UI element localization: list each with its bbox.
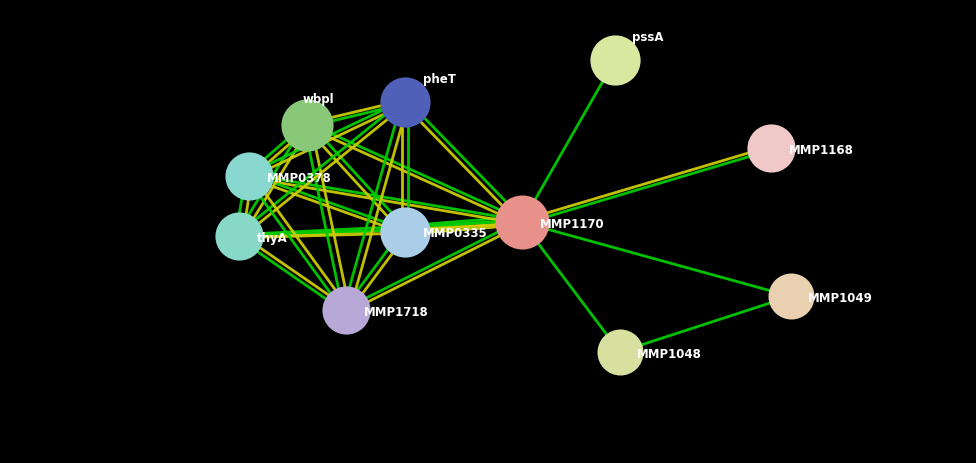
Point xyxy=(763,144,779,152)
Text: pssA: pssA xyxy=(632,31,664,44)
Point xyxy=(783,293,798,300)
Point xyxy=(514,219,530,226)
Point xyxy=(339,307,354,314)
Text: pheT: pheT xyxy=(423,73,456,86)
Text: MMP1170: MMP1170 xyxy=(540,218,604,231)
Point xyxy=(241,172,257,180)
Point xyxy=(607,56,623,64)
Text: wbpl: wbpl xyxy=(303,93,334,106)
Point xyxy=(231,232,247,240)
Point xyxy=(397,228,413,235)
Text: MMP0378: MMP0378 xyxy=(266,172,331,185)
Point xyxy=(300,121,315,129)
Text: MMP1718: MMP1718 xyxy=(364,306,428,319)
Point xyxy=(612,348,628,356)
Text: MMP1049: MMP1049 xyxy=(808,292,873,305)
Point xyxy=(397,98,413,106)
Text: MMP1048: MMP1048 xyxy=(637,348,702,361)
Text: MMP1168: MMP1168 xyxy=(789,144,853,157)
Text: MMP0335: MMP0335 xyxy=(423,227,487,240)
Text: thyA: thyA xyxy=(257,232,288,245)
